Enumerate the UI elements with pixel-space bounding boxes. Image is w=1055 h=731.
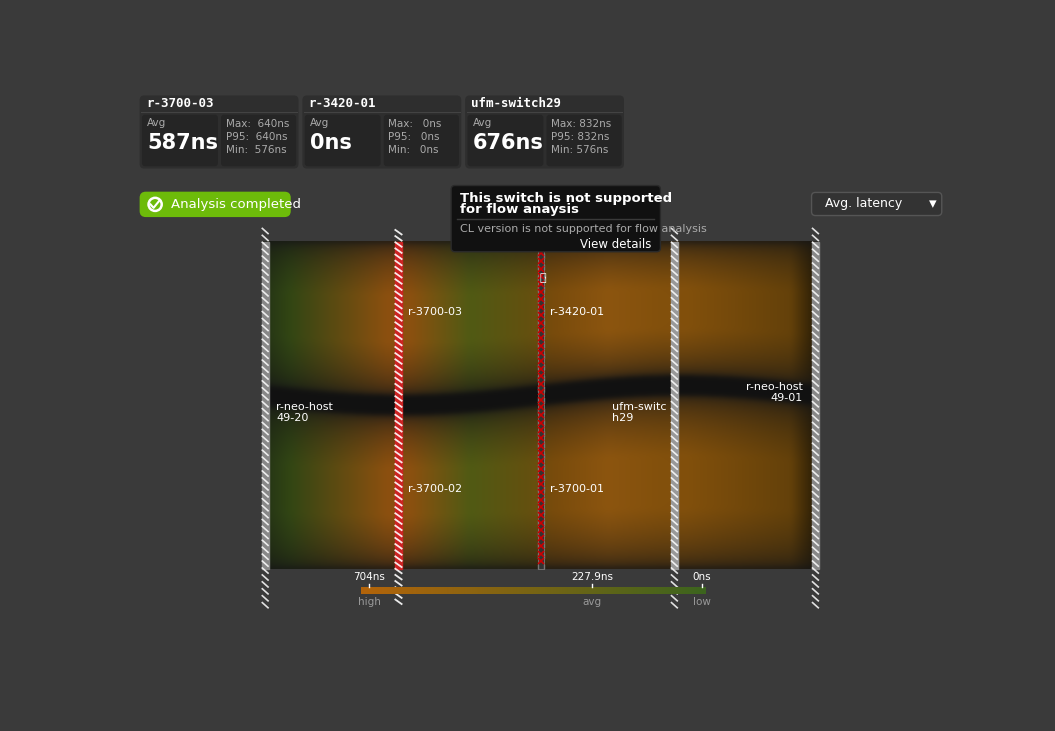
Text: P95:   0ns: P95: 0ns	[388, 132, 440, 142]
Text: ▾: ▾	[929, 197, 937, 211]
Text: 676ns: 676ns	[473, 133, 543, 154]
Text: Min:  576ns: Min: 576ns	[226, 145, 286, 155]
FancyBboxPatch shape	[546, 115, 621, 166]
Text: Avg: Avg	[310, 118, 329, 128]
Text: r-3700-03: r-3700-03	[408, 307, 462, 317]
FancyBboxPatch shape	[139, 96, 299, 169]
Text: Min:   0ns: Min: 0ns	[388, 145, 439, 155]
Text: r-3700-02: r-3700-02	[408, 484, 462, 494]
Text: Min: 576ns: Min: 576ns	[551, 145, 609, 155]
Text: View details: View details	[580, 238, 651, 251]
Text: 587ns: 587ns	[148, 133, 218, 154]
Text: Max:  640ns: Max: 640ns	[226, 119, 289, 129]
Text: 704ns: 704ns	[353, 572, 385, 582]
Text: r-3700-03: r-3700-03	[146, 97, 213, 110]
Text: CL version is not supported for flow analysis: CL version is not supported for flow ana…	[460, 224, 707, 234]
Bar	[395, 242, 402, 569]
FancyBboxPatch shape	[142, 115, 218, 166]
Bar	[812, 242, 819, 569]
Text: ufm-switc
h29: ufm-switc h29	[612, 402, 667, 423]
Text: high: high	[358, 597, 381, 607]
Text: r-3420-01: r-3420-01	[551, 307, 605, 317]
Bar	[262, 242, 269, 569]
Text: Max:   0ns: Max: 0ns	[388, 119, 442, 129]
Text: 0ns: 0ns	[310, 133, 352, 154]
Text: r-neo-host
49-01: r-neo-host 49-01	[746, 382, 803, 404]
Text: Avg. latency: Avg. latency	[825, 197, 902, 211]
Text: Avg: Avg	[473, 118, 492, 128]
Text: for flow anaysis: for flow anaysis	[460, 203, 579, 216]
Text: 🖱: 🖱	[539, 273, 545, 283]
Text: 227.9ns: 227.9ns	[571, 572, 613, 582]
FancyBboxPatch shape	[811, 192, 942, 216]
Text: 0ns: 0ns	[692, 572, 711, 582]
FancyBboxPatch shape	[220, 115, 296, 166]
Text: Avg: Avg	[148, 118, 167, 128]
Text: avg: avg	[582, 597, 601, 607]
FancyBboxPatch shape	[384, 115, 459, 166]
FancyBboxPatch shape	[452, 186, 660, 251]
FancyBboxPatch shape	[139, 192, 291, 217]
Bar	[671, 242, 678, 569]
Text: r-3700-01: r-3700-01	[551, 484, 605, 494]
FancyBboxPatch shape	[465, 96, 624, 169]
Text: r-3420-01: r-3420-01	[308, 97, 376, 110]
FancyBboxPatch shape	[303, 96, 461, 169]
Text: ufm-switch29: ufm-switch29	[472, 97, 561, 110]
Text: P95:  640ns: P95: 640ns	[226, 132, 287, 142]
Bar	[538, 242, 544, 569]
Text: r-neo-host
49-20: r-neo-host 49-20	[276, 402, 333, 423]
Text: This switch is not supported: This switch is not supported	[460, 192, 673, 205]
Text: Analysis completed: Analysis completed	[171, 198, 301, 211]
FancyBboxPatch shape	[467, 115, 543, 166]
Text: Max: 832ns: Max: 832ns	[551, 119, 612, 129]
Text: P95: 832ns: P95: 832ns	[551, 132, 610, 142]
FancyBboxPatch shape	[305, 115, 381, 166]
Text: low: low	[692, 597, 710, 607]
